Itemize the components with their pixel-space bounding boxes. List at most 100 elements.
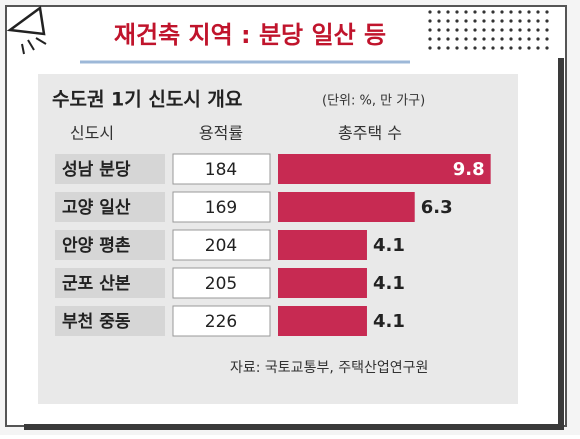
dot xyxy=(536,46,540,50)
dot xyxy=(464,37,468,41)
category-label: 성남 분당 xyxy=(62,160,131,180)
ratio-value: 169 xyxy=(205,198,237,218)
unit-note: (단위: %, 만 가구) xyxy=(322,94,425,109)
dot xyxy=(446,28,450,32)
slide-title: 재건축 지역 : 분당 일산 등 xyxy=(114,21,386,49)
dot xyxy=(491,28,495,32)
dot xyxy=(518,46,522,50)
corner-icon xyxy=(6,5,47,55)
dot xyxy=(527,37,531,41)
dot xyxy=(437,37,441,41)
dot xyxy=(500,28,504,32)
dot xyxy=(464,10,468,14)
dot xyxy=(491,46,495,50)
dot xyxy=(446,46,450,50)
dot xyxy=(428,10,432,14)
bar xyxy=(278,154,491,184)
dot xyxy=(518,10,522,14)
dot xyxy=(527,46,531,50)
chart-title: 수도권 1기 신도시 개요 xyxy=(52,89,242,111)
dot xyxy=(464,28,468,32)
dot xyxy=(518,28,522,32)
bar xyxy=(278,230,367,260)
value-label: 4.1 xyxy=(373,311,405,332)
dot xyxy=(473,10,477,14)
dot xyxy=(491,10,495,14)
dot xyxy=(437,19,441,23)
dot xyxy=(491,19,495,23)
dot xyxy=(428,19,432,23)
category-label: 안양 평촌 xyxy=(62,236,131,256)
dot xyxy=(536,28,540,32)
dot xyxy=(482,10,486,14)
dot xyxy=(509,46,513,50)
dot xyxy=(527,10,531,14)
dot xyxy=(536,10,540,14)
dot xyxy=(518,37,522,41)
dot xyxy=(455,46,459,50)
dot xyxy=(509,28,513,32)
dot xyxy=(464,46,468,50)
value-label: 4.1 xyxy=(373,273,405,294)
dot xyxy=(545,28,549,32)
dot xyxy=(536,19,540,23)
dot xyxy=(455,19,459,23)
dot xyxy=(527,19,531,23)
value-label: 9.8 xyxy=(453,159,485,180)
ratio-cell xyxy=(172,153,271,185)
dot xyxy=(545,46,549,50)
dot xyxy=(473,19,477,23)
dot xyxy=(437,28,441,32)
category-label: 부천 중동 xyxy=(62,312,131,332)
ratio-value: 226 xyxy=(205,312,237,332)
dot xyxy=(428,46,432,50)
dot-pattern xyxy=(428,10,549,50)
dot xyxy=(500,19,504,23)
ratio-value: 205 xyxy=(205,274,237,294)
dot xyxy=(527,28,531,32)
dot xyxy=(509,19,513,23)
ratio-cell xyxy=(172,191,271,223)
dot xyxy=(491,37,495,41)
dot xyxy=(500,37,504,41)
ratio-value: 204 xyxy=(205,236,237,256)
bar xyxy=(278,192,415,222)
name-cell xyxy=(55,268,165,298)
dot xyxy=(473,46,477,50)
ratio-value: 184 xyxy=(205,160,237,180)
dot xyxy=(455,10,459,14)
category-label: 고양 일산 xyxy=(62,198,131,218)
dot xyxy=(464,19,468,23)
dot xyxy=(500,10,504,14)
column-header: 신도시 xyxy=(70,124,114,143)
value-label: 6.3 xyxy=(421,197,453,218)
dot xyxy=(509,10,513,14)
dot xyxy=(428,37,432,41)
dot xyxy=(446,37,450,41)
name-cell xyxy=(55,192,165,222)
dot xyxy=(482,37,486,41)
dot xyxy=(536,37,540,41)
dot xyxy=(482,28,486,32)
dot xyxy=(545,19,549,23)
dot xyxy=(473,28,477,32)
dot xyxy=(545,10,549,14)
column-header: 총주택 수 xyxy=(338,124,402,143)
ratio-cell xyxy=(172,267,271,299)
column-header: 용적률 xyxy=(199,124,243,143)
name-cell xyxy=(55,306,165,336)
category-label: 군포 산본 xyxy=(62,274,131,294)
name-cell xyxy=(55,230,165,260)
dot xyxy=(455,37,459,41)
dot xyxy=(437,46,441,50)
dot xyxy=(446,10,450,14)
dot xyxy=(518,19,522,23)
name-cell xyxy=(55,154,165,184)
bar xyxy=(278,306,367,336)
bar xyxy=(278,268,367,298)
dot xyxy=(446,19,450,23)
dot xyxy=(500,46,504,50)
dot xyxy=(509,37,513,41)
